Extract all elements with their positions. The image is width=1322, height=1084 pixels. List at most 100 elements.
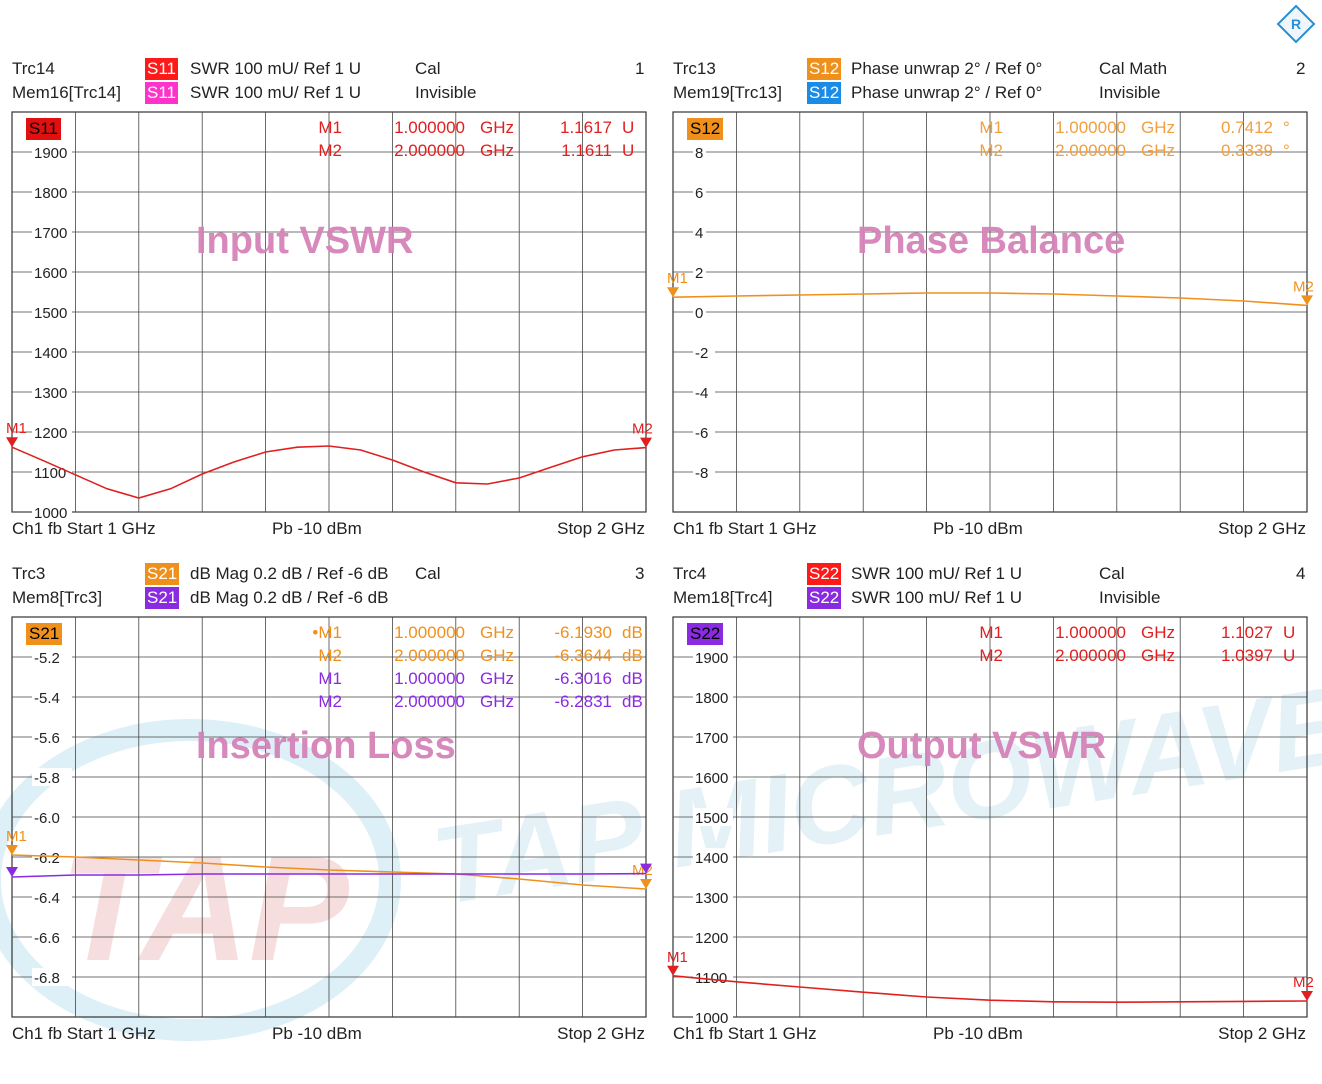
- trace-badge-b: S12: [807, 82, 842, 104]
- chart-panel-p3: Trc3 Mem8[Trc3] S21 S21 dB Mag 0.2 dB / Ref …: [0, 560, 661, 1084]
- trace-name-b: Mem18[Trc4]: [673, 588, 773, 607]
- marker-name: M2: [318, 692, 342, 711]
- marker-y-unit: U: [1283, 646, 1296, 665]
- y-tick-label-bg: [32, 423, 72, 441]
- cal-status-a: Cal Math: [1099, 59, 1168, 78]
- y-tick-label-bg: [32, 808, 72, 826]
- footer-start: Ch1 fb Start 1 GHz: [12, 519, 156, 538]
- y-tick-label-bg: [693, 848, 733, 866]
- y-tick-label-bg: [32, 888, 72, 906]
- footer-start: Ch1 fb Start 1 GHz: [673, 519, 817, 538]
- series-line-1: [672, 975, 1308, 1004]
- marker-x-unit: GHz: [480, 118, 514, 137]
- y-tick-label-bg: [32, 688, 72, 706]
- marker-name: M2: [979, 141, 1003, 160]
- y-tick-label: -6.0: [34, 810, 60, 827]
- trace-badge-b: S22: [807, 587, 842, 609]
- y-tick-label: 0: [695, 305, 703, 322]
- marker-triangle-2: [640, 879, 652, 889]
- marker-y-value: 1.1611: [561, 141, 612, 160]
- footer-power: Pb -10 dBm: [272, 519, 362, 538]
- series-line-1: [11, 445, 647, 499]
- y-tick-label-bg: [32, 768, 72, 786]
- y-tick-label-bg: [32, 463, 72, 481]
- marker-x-unit: GHz: [1141, 118, 1175, 137]
- marker-y-value: -6.1930: [554, 623, 612, 642]
- marker-y-unit: °: [1283, 141, 1290, 160]
- y-tick-label-bg: [693, 968, 733, 986]
- marker-name: M1: [318, 669, 342, 688]
- marker-name: M2: [979, 646, 1003, 665]
- trace-name-a: Trc3: [12, 564, 46, 583]
- marker-name: M1: [979, 118, 1003, 137]
- trace-format-b: SWR 100 mU/ Ref 1 U: [190, 83, 361, 102]
- marker-x-value: 2.000000: [394, 646, 465, 665]
- trace-format-a: SWR 100 mU/ Ref 1 U: [190, 59, 361, 78]
- chart-svg: -5.2 -5.4 -5.6 -5.8 -6.0 -6.2 -6.4 -6.6 -6.8 M1 M2: [6, 616, 653, 1018]
- marker-x-unit: GHz: [480, 646, 514, 665]
- y-tick-label: -6.4: [34, 890, 60, 907]
- marker-triangle-1: [667, 287, 679, 298]
- y-tick-label: 2: [695, 265, 703, 282]
- y-tick-label-bg: [693, 303, 706, 321]
- marker-label-2: M2: [1293, 974, 1314, 991]
- trace-format-a: SWR 100 mU/ Ref 1 U: [851, 564, 1022, 583]
- marker-y-value: 0.3339: [1221, 141, 1273, 160]
- marker-y-value: 1.1027: [1221, 623, 1273, 642]
- y-tick-label-bg: [32, 303, 72, 321]
- trace-badge-a: S22: [807, 563, 842, 585]
- trace-format-b: dB Mag 0.2 dB / Ref -6 dB: [190, 588, 389, 607]
- marker-triangle-2: [640, 437, 652, 448]
- y-tick-label-bg: [32, 503, 72, 521]
- y-tick-label: -6.6: [34, 930, 60, 947]
- y-tick-label: 1700: [34, 225, 67, 242]
- y-tick-label: 1200: [695, 930, 728, 947]
- panel-number: 2: [1296, 59, 1306, 78]
- marker-x-value: 2.000000: [394, 141, 465, 160]
- y-tick-label: 1800: [34, 185, 67, 202]
- cal-status-a: Cal: [415, 59, 441, 78]
- footer-power: Pb -10 dBm: [933, 519, 1023, 538]
- y-tick-label: 1900: [695, 650, 728, 667]
- plot-area: 1900 1800 1700 1600 1500 1400 1300 1200 1100 1000…: [667, 616, 1314, 1027]
- trace-format-b: Phase unwrap 2° / Ref 0°: [851, 83, 1043, 102]
- marker-y-value: 1.1617: [560, 118, 612, 137]
- y-tick-label-bg: [693, 463, 715, 481]
- marker-x-value: 1.000000: [1055, 118, 1126, 137]
- marker-y-value: -6.2831: [554, 692, 612, 711]
- marker-triangle-1: [667, 965, 679, 976]
- y-tick-label: 1300: [695, 890, 728, 907]
- cal-status-b: Invisible: [415, 83, 477, 102]
- y-tick-label-bg: [32, 968, 72, 986]
- chart-svg: 1900 1800 1700 1600 1500 1400 1300 1200 1100 1000…: [6, 111, 653, 522]
- cal-status-a: Cal: [415, 564, 441, 583]
- cal-status-b: Invisible: [1099, 588, 1161, 607]
- marker-x-value: 1.000000: [394, 669, 465, 688]
- marker-x-unit: GHz: [480, 692, 514, 711]
- svg-text:R: R: [1291, 16, 1301, 32]
- panel-number: 4: [1296, 564, 1306, 583]
- marker-y-value: -6.3016: [554, 669, 612, 688]
- y-tick-label: -5.4: [34, 690, 60, 707]
- y-tick-label-bg: [693, 888, 733, 906]
- footer-start: Ch1 fb Start 1 GHz: [12, 1024, 156, 1043]
- marker-x-value: 2.000000: [394, 692, 465, 711]
- trace-badge-b: S11: [145, 82, 178, 104]
- marker-y-unit: dB: [622, 623, 643, 642]
- active-trace-badge: S21: [26, 623, 63, 645]
- plot-area: 1900 1800 1700 1600 1500 1400 1300 1200 1100 1000…: [6, 111, 653, 522]
- y-tick-label: 1000: [695, 1010, 728, 1027]
- y-tick-label: -5.6: [34, 730, 60, 747]
- rohde-schwarz-logo-icon: R: [1276, 4, 1316, 49]
- y-tick-label: -8: [695, 465, 708, 482]
- marker-y-unit: dB: [622, 669, 643, 688]
- y-tick-label-bg: [693, 648, 733, 666]
- y-tick-label-bg: [32, 648, 72, 666]
- y-tick-label: 1400: [34, 345, 67, 362]
- trace-name-b: Mem16[Trc14]: [12, 83, 121, 102]
- y-tick-label-bg: [32, 223, 72, 241]
- y-tick-label: 8: [695, 145, 703, 162]
- footer-power: Pb -10 dBm: [272, 1024, 362, 1043]
- marker-triangle-1: [6, 867, 18, 877]
- y-tick-label-bg: [693, 263, 706, 281]
